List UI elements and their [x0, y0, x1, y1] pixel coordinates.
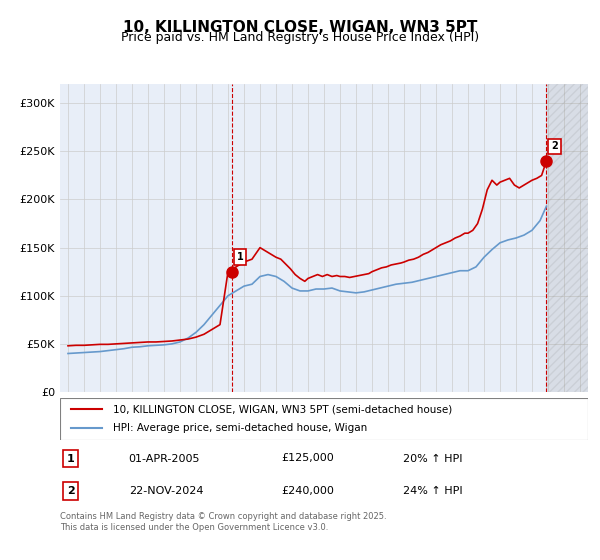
Text: 01-APR-2005: 01-APR-2005 — [128, 454, 200, 464]
Text: 10, KILLINGTON CLOSE, WIGAN, WN3 5PT (semi-detached house): 10, KILLINGTON CLOSE, WIGAN, WN3 5PT (se… — [113, 404, 452, 414]
Text: Price paid vs. HM Land Registry's House Price Index (HPI): Price paid vs. HM Land Registry's House … — [121, 31, 479, 44]
Text: 10, KILLINGTON CLOSE, WIGAN, WN3 5PT: 10, KILLINGTON CLOSE, WIGAN, WN3 5PT — [123, 20, 477, 35]
Text: 1: 1 — [67, 454, 74, 464]
Text: £240,000: £240,000 — [282, 486, 335, 496]
Text: 20% ↑ HPI: 20% ↑ HPI — [403, 454, 463, 464]
Text: 24% ↑ HPI: 24% ↑ HPI — [403, 486, 463, 496]
Bar — [547, 84, 588, 392]
Text: 2: 2 — [551, 142, 558, 151]
Text: 22-NOV-2024: 22-NOV-2024 — [128, 486, 203, 496]
Text: £125,000: £125,000 — [282, 454, 335, 464]
Text: HPI: Average price, semi-detached house, Wigan: HPI: Average price, semi-detached house,… — [113, 423, 367, 433]
Text: Contains HM Land Registry data © Crown copyright and database right 2025.
This d: Contains HM Land Registry data © Crown c… — [60, 512, 386, 532]
Text: 1: 1 — [237, 252, 244, 262]
Text: 2: 2 — [67, 486, 74, 496]
FancyBboxPatch shape — [60, 398, 588, 440]
